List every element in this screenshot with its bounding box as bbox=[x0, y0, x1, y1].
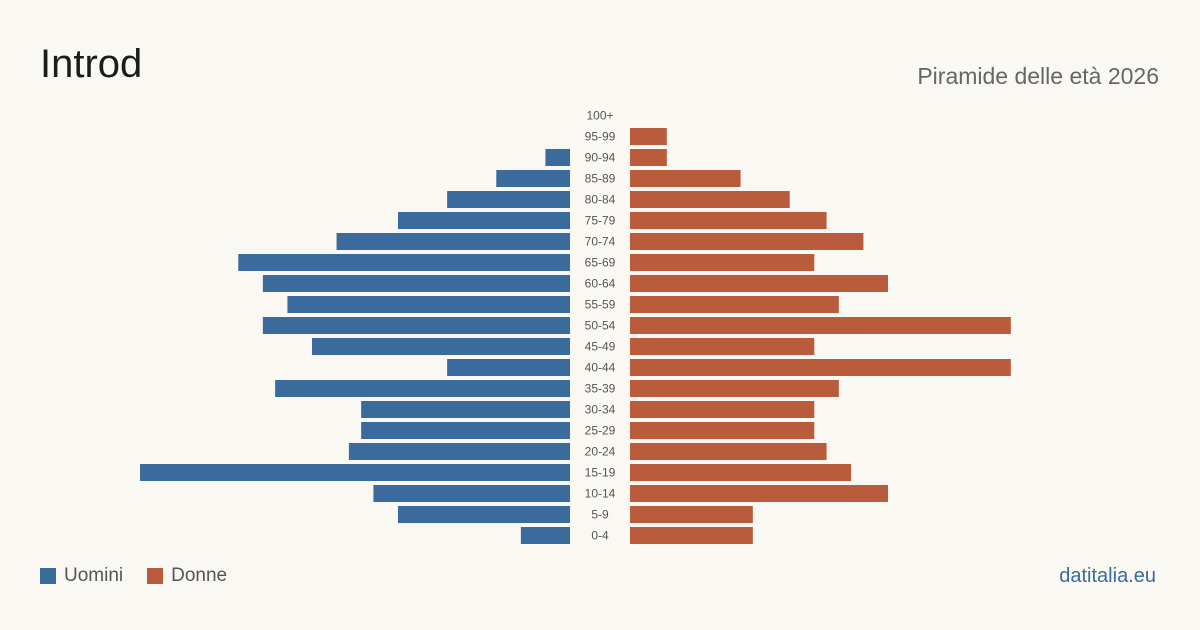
brand-link[interactable]: datitalia.eu bbox=[1059, 565, 1156, 587]
bar-women-30-34 bbox=[630, 401, 815, 418]
bar-women-10-14 bbox=[630, 485, 888, 502]
legend-item-women: Donne bbox=[147, 565, 227, 587]
age-group-label: 75-79 bbox=[585, 214, 616, 228]
bar-men-45-49 bbox=[312, 338, 570, 355]
age-group-label: 60-64 bbox=[585, 277, 616, 291]
bar-women-40-44 bbox=[630, 359, 1011, 376]
legend-item-men: Uomini bbox=[40, 565, 123, 587]
bar-men-25-29 bbox=[361, 422, 570, 439]
legend-swatch-men bbox=[40, 568, 56, 584]
population-pyramid-chart: 100+ 95-99 90-94 85-89 80-84 75-79 70-74 65-69 6… bbox=[140, 109, 1011, 544]
legend-swatch-women bbox=[147, 568, 164, 584]
bar-men-65-69 bbox=[238, 254, 571, 271]
legend-label-men: Uomini bbox=[64, 565, 124, 586]
legend-label-women: Donne bbox=[171, 565, 228, 586]
bar-men-5-9 bbox=[398, 506, 570, 523]
age-group-label: 90-94 bbox=[585, 151, 616, 165]
bar-men-15-19 bbox=[140, 464, 570, 481]
age-group-label: 10-14 bbox=[585, 487, 616, 501]
bar-men-10-14 bbox=[373, 485, 570, 502]
age-group-label: 50-54 bbox=[585, 319, 616, 333]
bar-women-90-94 bbox=[630, 149, 667, 166]
bar-women-75-79 bbox=[630, 212, 827, 229]
bar-women-55-59 bbox=[630, 296, 839, 313]
age-group-label: 85-89 bbox=[585, 172, 616, 186]
bar-women-35-39 bbox=[630, 380, 839, 397]
bar-men-35-39 bbox=[275, 380, 570, 397]
bar-men-70-74 bbox=[336, 233, 570, 250]
bar-men-30-34 bbox=[361, 401, 570, 418]
age-group-label: 55-59 bbox=[585, 298, 616, 312]
bar-men-60-64 bbox=[262, 275, 570, 292]
bar-men-80-84 bbox=[447, 191, 570, 208]
age-group-label: 45-49 bbox=[585, 340, 616, 354]
age-group-label: 35-39 bbox=[585, 382, 616, 396]
bar-women-20-24 bbox=[630, 443, 827, 460]
age-group-label: 30-34 bbox=[585, 403, 616, 417]
bar-men-75-79 bbox=[398, 212, 570, 229]
page-title: Introd bbox=[40, 42, 143, 86]
bar-men-20-24 bbox=[348, 443, 570, 460]
age-group-label: 80-84 bbox=[585, 193, 616, 207]
age-group-label: 100+ bbox=[586, 109, 613, 123]
bar-women-70-74 bbox=[630, 233, 864, 250]
legend: Uomini Donne bbox=[40, 565, 251, 587]
bar-women-5-9 bbox=[630, 506, 753, 523]
age-group-label: 0-4 bbox=[591, 529, 609, 543]
bar-women-15-19 bbox=[630, 464, 852, 481]
bar-women-85-89 bbox=[630, 170, 741, 187]
bar-men-55-59 bbox=[287, 296, 570, 313]
age-group-label: 15-19 bbox=[585, 466, 616, 480]
age-group-label: 20-24 bbox=[585, 445, 616, 459]
age-group-label: 5-9 bbox=[591, 508, 609, 522]
bar-women-45-49 bbox=[630, 338, 815, 355]
bar-men-85-89 bbox=[496, 170, 570, 187]
bar-women-65-69 bbox=[630, 254, 815, 271]
chart-subtitle: Piramide delle età 2026 bbox=[917, 63, 1159, 89]
bar-women-80-84 bbox=[630, 191, 790, 208]
bar-women-95-99 bbox=[630, 128, 667, 145]
bar-men-90-94 bbox=[545, 149, 570, 166]
age-group-label: 95-99 bbox=[585, 130, 616, 144]
age-group-label: 65-69 bbox=[585, 256, 616, 270]
bar-women-60-64 bbox=[630, 275, 888, 292]
age-group-label: 25-29 bbox=[585, 424, 616, 438]
bar-women-50-54 bbox=[630, 317, 1011, 334]
bar-men-40-44 bbox=[447, 359, 570, 376]
age-group-label: 70-74 bbox=[585, 235, 616, 249]
bar-women-0-4 bbox=[630, 527, 753, 544]
bar-men-0-4 bbox=[520, 527, 570, 544]
age-group-label: 40-44 bbox=[585, 361, 616, 375]
bar-women-25-29 bbox=[630, 422, 815, 439]
bar-men-50-54 bbox=[262, 317, 570, 334]
